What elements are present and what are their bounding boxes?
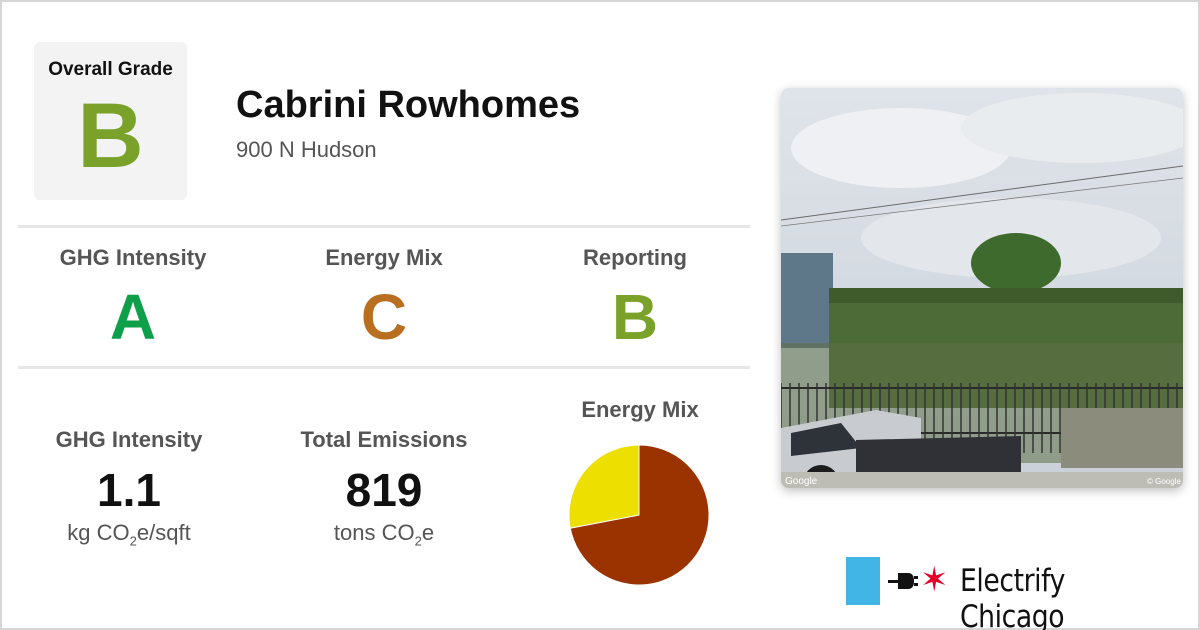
overall-grade-label: Overall Grade	[48, 59, 173, 80]
grade-reporting: Reporting B	[515, 245, 755, 349]
chicago-flag-icon	[846, 557, 880, 605]
grade-ghg-letter: A	[109, 281, 157, 353]
building-address: 900 N Hudson	[236, 137, 377, 162]
grade-ghg-label: GHG Intensity	[59, 245, 207, 270]
stat-ghg-label: GHG Intensity	[55, 427, 203, 452]
grade-energy-mix-letter: C	[360, 281, 408, 353]
building-street-photo: Google © Google	[781, 88, 1183, 488]
stat-total-emissions: Total Emissions 819 tons CO2e	[264, 427, 504, 548]
pie-slice-1	[568, 444, 640, 529]
grade-energy-mix: Energy Mix C	[264, 245, 504, 349]
stat-emissions-value: 819	[345, 464, 423, 516]
pie-slice-0	[569, 444, 710, 586]
plug-icon	[888, 573, 918, 589]
grade-energy-mix-label: Energy Mix	[325, 245, 443, 270]
electrify-chicago-logo[interactable]: ✶ Electrify Chicago	[846, 557, 1176, 630]
grade-ghg-intensity: GHG Intensity A	[13, 245, 253, 349]
energy-mix-pie-chart	[568, 444, 710, 586]
divider-bottom	[18, 366, 750, 369]
stat-emissions-unit: tons CO2e	[333, 519, 435, 548]
grade-reporting-label: Reporting	[583, 245, 687, 270]
stat-ghg-unit: kg CO2e/sqft	[67, 519, 191, 548]
overall-grade-box: Overall Grade B	[34, 42, 187, 200]
energy-mix-chart-label: Energy Mix	[581, 397, 699, 422]
chicago-star-icon: ✶	[920, 561, 949, 599]
stat-ghg-intensity: GHG Intensity 1.1 kg CO2e/sqft	[9, 427, 249, 548]
google-copyright: © Google	[1147, 477, 1181, 486]
grade-reporting-letter: B	[611, 281, 659, 353]
brand-name: Electrify Chicago	[960, 563, 1065, 630]
building-name: Cabrini Rowhomes	[236, 84, 581, 126]
google-watermark: Google	[785, 476, 818, 487]
stat-ghg-value: 1.1	[97, 464, 161, 516]
stat-emissions-label: Total Emissions	[300, 427, 468, 452]
overall-grade-letter: B	[77, 85, 144, 187]
divider-top	[18, 225, 750, 228]
